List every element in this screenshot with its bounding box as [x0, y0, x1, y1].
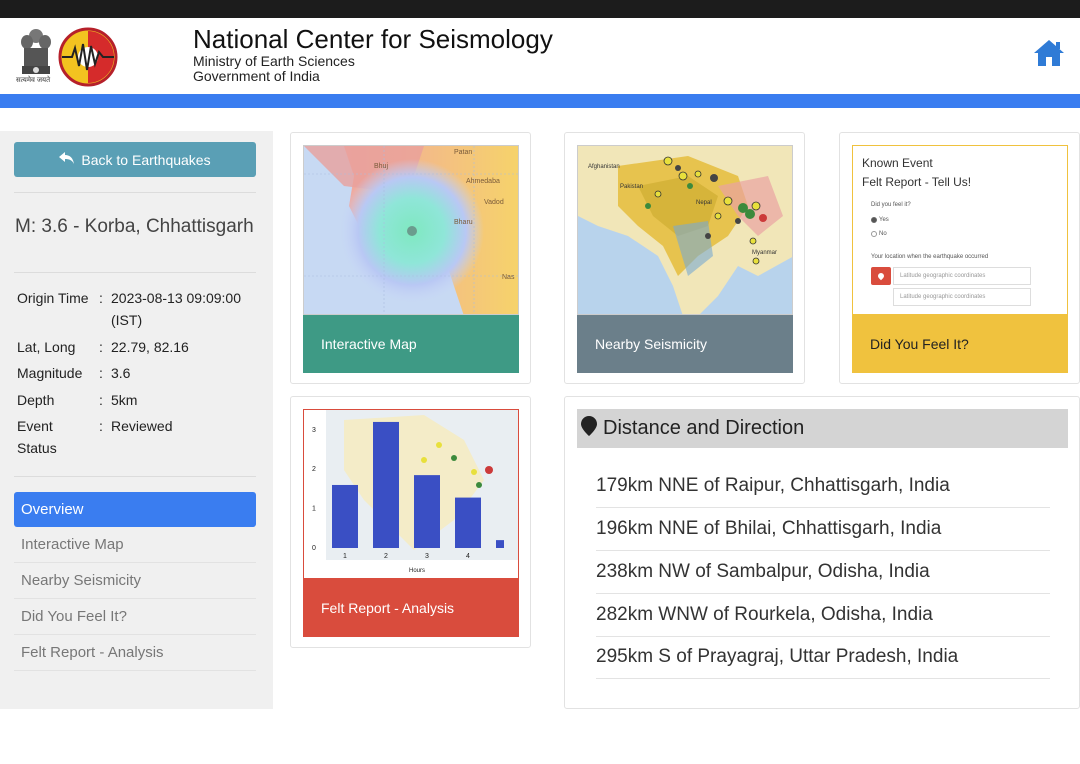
question-label: Did you feel it?: [871, 202, 911, 208]
detail-key: Depth: [17, 392, 55, 408]
interactive-map-thumbnail[interactable]: Patan Ahmedaba Vadod Bharu Bhuj Nas: [303, 145, 519, 315]
back-to-earthquakes-button[interactable]: Back to Earthquakes: [14, 142, 256, 177]
histogram-bar: [332, 484, 358, 548]
map-label: Myanmar: [752, 250, 777, 256]
histogram-bar: [373, 421, 399, 548]
nav-overview[interactable]: Overview: [14, 492, 256, 527]
distance-item: 295km S of Prayagraj, Uttar Pradesh, Ind…: [596, 636, 1050, 679]
header-divider: [0, 94, 1080, 108]
map-label: Nas: [502, 274, 515, 281]
y-tick-label: 0: [312, 545, 316, 552]
location-pin-button[interactable]: [871, 267, 891, 285]
status-bar: [0, 0, 1080, 18]
latitude-input[interactable]: Latitude geographic coordinates: [893, 267, 1031, 285]
site-header: सत्यमेव जयते National Center for Seismol…: [0, 18, 1080, 94]
radio-no[interactable]: No: [871, 231, 887, 237]
interactive-map-card[interactable]: Patan Ahmedaba Vadod Bharu Bhuj Nas Inte…: [290, 132, 531, 384]
felt-analysis-chart[interactable]: 0 1 2 3 1 2 3 4 Hours: [303, 409, 519, 579]
distance-item: 282km WNW of Rourkela, Odisha, India: [596, 594, 1050, 637]
ncs-logo-icon: [56, 26, 120, 88]
national-emblem-icon: सत्यमेव जयते: [16, 26, 56, 88]
x-tick-label: 2: [384, 553, 388, 560]
location-label: Your location when the earthquake occurr…: [871, 254, 989, 260]
histogram-bar: [414, 475, 440, 548]
radio-no-label: No: [879, 231, 887, 237]
divider: [14, 192, 256, 193]
map-label: Bharu: [454, 219, 473, 226]
map-label: Bhuj: [374, 163, 388, 170]
map-marker-icon: [581, 416, 597, 441]
y-tick-label: 3: [312, 427, 316, 434]
x-axis-label: Hours: [409, 568, 425, 574]
x-tick-label: 1: [343, 553, 347, 560]
map-label: Patan: [454, 149, 472, 156]
back-button-label: Back to Earthquakes: [81, 151, 211, 168]
distance-item: 196km NNE of Bhilai, Chhattisgarh, India: [596, 508, 1050, 551]
event-nav: Overview Interactive Map Nearby Seismici…: [14, 492, 256, 671]
detail-key: Event Status: [17, 418, 57, 456]
histogram-bar: [496, 540, 504, 548]
detail-key: Origin Time: [17, 290, 89, 306]
did-you-feel-it-caption[interactable]: Did You Feel It?: [852, 315, 1068, 373]
nearby-seismicity-card[interactable]: Afghanistan Pakistan Nepal Myanmar Nearb…: [564, 132, 805, 384]
nav-interactive-map[interactable]: Interactive Map: [14, 527, 256, 563]
distance-direction-header: Distance and Direction: [577, 409, 1068, 448]
nearby-seismicity-thumbnail[interactable]: Afghanistan Pakistan Nepal Myanmar: [577, 145, 793, 315]
nav-felt-report-analysis[interactable]: Felt Report - Analysis: [14, 635, 256, 671]
y-tick-label: 1: [312, 506, 316, 513]
form-heading-known-event: Known Event: [862, 156, 933, 170]
histogram-bar: [455, 497, 481, 548]
detail-value: 2023-08-13 09:09:00 (IST): [111, 290, 241, 328]
x-tick-label: 3: [425, 553, 429, 560]
distance-item: 179km NNE of Raipur, Chhattisgarh, India: [596, 465, 1050, 508]
divider: [14, 476, 256, 477]
detail-key: Lat, Long: [17, 339, 76, 355]
nearby-seismicity-caption[interactable]: Nearby Seismicity: [577, 315, 793, 373]
detail-value: Reviewed: [111, 418, 173, 434]
distance-direction-title: Distance and Direction: [603, 417, 805, 439]
map-label: Vadod: [484, 199, 504, 206]
interactive-map-caption[interactable]: Interactive Map: [303, 315, 519, 373]
distance-item: 238km NW of Sambalpur, Odisha, India: [596, 551, 1050, 594]
felt-histogram: 0 1 2 3 1 2 3 4 Hours: [312, 410, 518, 574]
government-name: Government of India: [193, 68, 320, 84]
map-marker-icon: [876, 271, 886, 281]
reply-arrow-icon: [59, 151, 75, 168]
distance-direction-panel: Distance and Direction 179km NNE of Raip…: [564, 396, 1080, 709]
detail-value: 3.6: [111, 365, 131, 381]
emblem-motto: सत्यमेव जयते: [16, 77, 51, 84]
map-label: Ahmedaba: [466, 178, 500, 185]
radio-yes[interactable]: Yes: [871, 217, 889, 223]
detail-value: 5km: [111, 392, 138, 408]
nav-did-you-feel-it[interactable]: Did You Feel It?: [14, 599, 256, 635]
sidebar: Back to Earthquakes M: 3.6 - Korba, Chha…: [0, 131, 273, 709]
map-label: Pakistan: [620, 184, 643, 190]
detail-key: Magnitude: [17, 365, 83, 381]
y-tick-label: 2: [312, 466, 316, 473]
nav-nearby-seismicity[interactable]: Nearby Seismicity: [14, 563, 256, 599]
form-heading-tell-us: Felt Report - Tell Us!: [862, 175, 972, 189]
detail-value: 22.79, 82.16: [111, 339, 189, 355]
felt-report-analysis-card[interactable]: 0 1 2 3 1 2 3 4 Hours Felt Report - Analysis: [290, 396, 531, 648]
map-label: Nepal: [696, 200, 712, 206]
radio-yes-label: Yes: [879, 217, 889, 223]
felt-report-analysis-caption[interactable]: Felt Report - Analysis: [303, 579, 519, 637]
felt-form-thumbnail[interactable]: Known Event Felt Report - Tell Us! Did y…: [852, 145, 1068, 315]
x-tick-label: 4: [466, 553, 470, 560]
divider: [14, 272, 256, 273]
event-title: M: 3.6 - Korba, Chhattisgarh: [15, 216, 254, 237]
longitude-input[interactable]: Latitude geographic coordinates: [893, 288, 1031, 306]
did-you-feel-it-card[interactable]: Known Event Felt Report - Tell Us! Did y…: [839, 132, 1080, 384]
home-icon[interactable]: [1032, 38, 1066, 68]
map-label: Afghanistan: [588, 164, 620, 170]
ministry-name: Ministry of Earth Sciences: [193, 53, 355, 69]
site-title: National Center for Seismology: [193, 24, 553, 54]
